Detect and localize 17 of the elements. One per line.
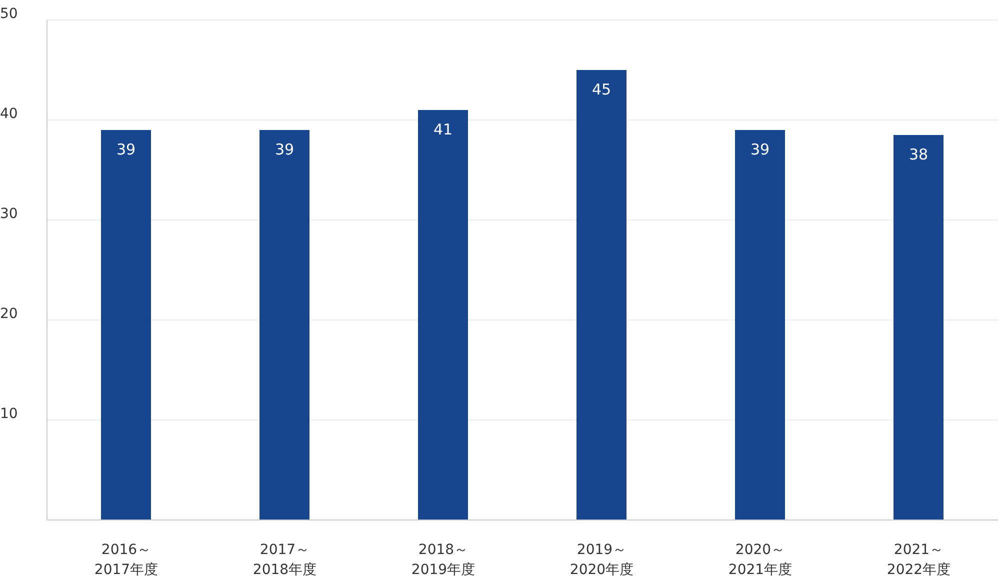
x-tick-label: 2017～2018年度: [252, 542, 317, 578]
x-tick-label: 2020～2021年度: [728, 542, 792, 578]
y-tick-label: 20: [0, 306, 18, 322]
data-label: 45: [592, 80, 612, 99]
data-label: 39: [750, 140, 770, 159]
x-tick-label: 2016～2017年度: [94, 542, 158, 578]
data-label: 38: [908, 146, 928, 164]
x-tick-label: 2019～2020年度: [570, 542, 634, 578]
y-tick-label: 10: [0, 406, 18, 422]
x-tick-label: 2021～2022年度: [886, 542, 951, 578]
data-label: 39: [274, 140, 294, 159]
data-label: 41: [433, 120, 453, 139]
y-tick-label: 50: [0, 6, 18, 22]
x-tick-label: 2018～2019年度: [411, 542, 476, 578]
data-label: 39: [116, 140, 136, 159]
y-tick-label: 40: [0, 106, 18, 122]
y-tick-label: 30: [0, 206, 18, 222]
